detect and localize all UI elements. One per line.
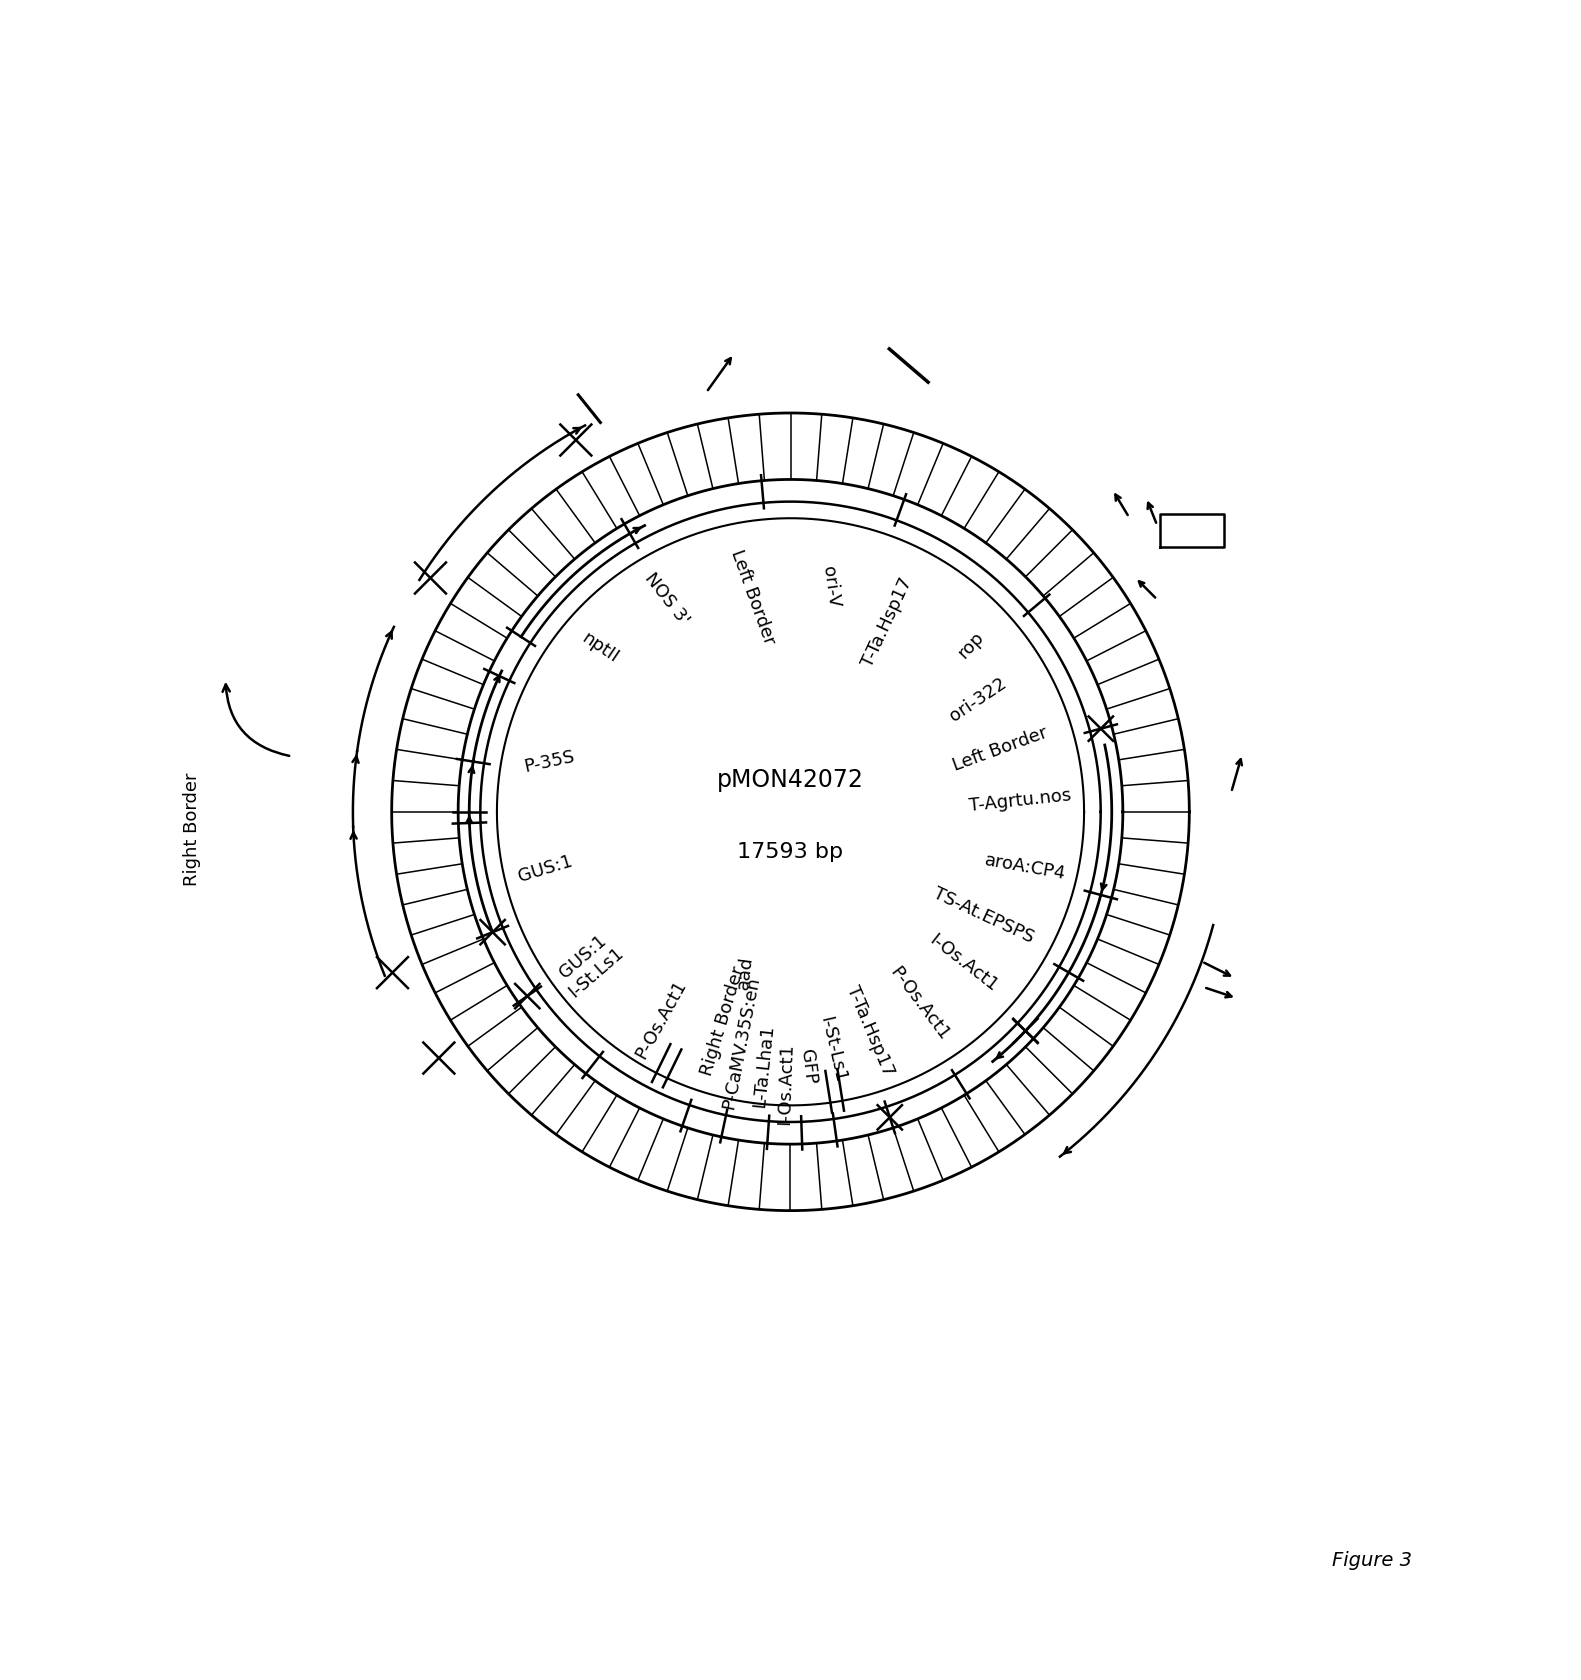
Text: I-Os.Act1: I-Os.Act1 (775, 1042, 797, 1124)
Text: T-Agrtu.nos: T-Agrtu.nos (968, 786, 1072, 815)
Text: Right Border: Right Border (697, 963, 748, 1077)
Text: rop: rop (953, 627, 988, 662)
Text: GFP: GFP (797, 1048, 819, 1085)
Text: aroA:CP4: aroA:CP4 (983, 850, 1067, 882)
Text: I-Os.Act1: I-Os.Act1 (926, 931, 1002, 995)
Text: ori-V: ori-V (819, 564, 843, 608)
Text: GUS:1
I-St.Ls1: GUS:1 I-St.Ls1 (552, 927, 628, 1000)
Text: TS-At.EPSPS: TS-At.EPSPS (931, 884, 1037, 946)
Text: T-Ta.Hsp17: T-Ta.Hsp17 (843, 983, 898, 1079)
Text: Left Border: Left Border (727, 548, 778, 647)
Text: P-35S: P-35S (522, 748, 577, 774)
Text: GUS:1: GUS:1 (515, 852, 574, 885)
Text: T-Ta.Hsp17: T-Ta.Hsp17 (858, 575, 915, 670)
Text: 17593 bp: 17593 bp (737, 842, 844, 862)
Text: I-St-Ls1: I-St-Ls1 (816, 1015, 849, 1084)
Text: Left Border: Left Border (950, 722, 1050, 774)
Text: Figure 3: Figure 3 (1333, 1551, 1412, 1569)
Text: pMON42072: pMON42072 (718, 768, 863, 791)
Text: NOS 3': NOS 3' (642, 570, 692, 628)
Text: aad: aad (734, 954, 756, 990)
Text: P-Os.Act1: P-Os.Act1 (885, 963, 952, 1043)
Text: nptII: nptII (579, 628, 621, 665)
Text: P-Os.Act1: P-Os.Act1 (632, 976, 691, 1062)
Text: Right Border: Right Border (183, 773, 201, 885)
Text: P-CaMV.35S:en: P-CaMV.35S:en (719, 974, 764, 1110)
Text: L-Ta.Lha1: L-Ta.Lha1 (751, 1023, 778, 1107)
Text: ori-322: ori-322 (947, 674, 1010, 726)
